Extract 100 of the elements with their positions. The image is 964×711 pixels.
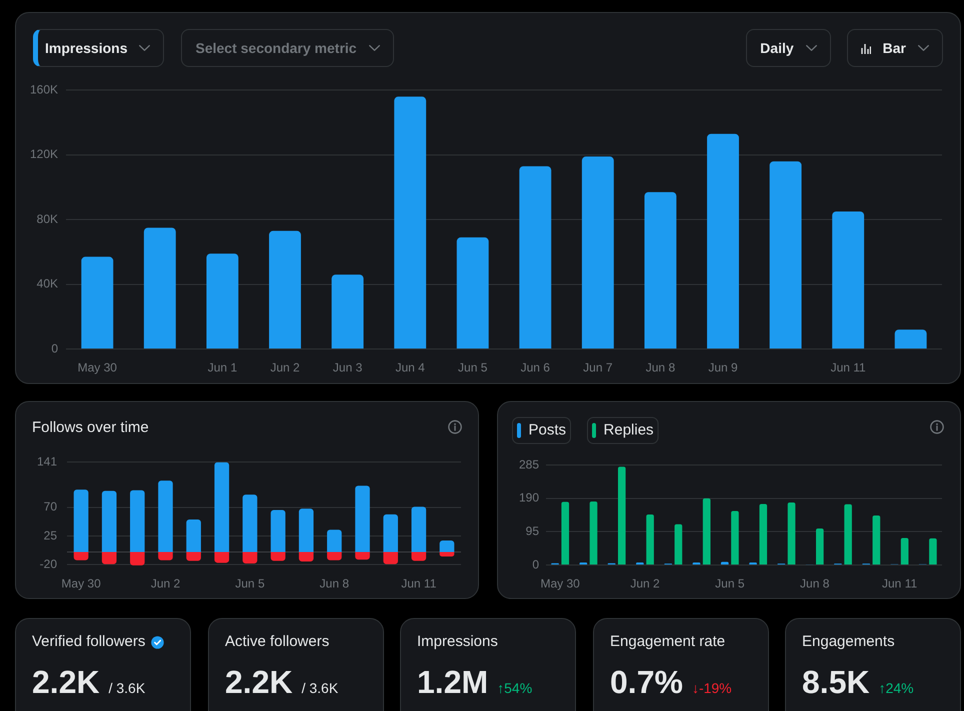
data-label: ↓-19% [692,680,732,696]
x-tick-label: Jun 5 [715,576,745,591]
stat-card: Impressions 1.2M ↑54% [400,618,576,711]
bar [130,552,145,566]
bar [590,501,598,564]
x-tick-label: Jun 11 [882,576,918,591]
y-tick-label: 0 [51,341,58,356]
legend-label: Replies [604,422,654,439]
bar [832,212,864,348]
y-tick-label: 95 [526,524,540,538]
bar [242,494,258,552]
bar [411,552,426,561]
dropdown[interactable]: Daily [746,29,831,67]
dropdown[interactable]: Impressions [33,29,164,67]
bar [383,514,398,552]
bar [844,504,852,564]
bar [440,540,454,552]
bar [644,192,676,348]
bar [770,161,802,348]
bar [327,552,342,560]
bar [206,254,238,348]
legend-label: Posts [528,422,566,439]
bar [144,228,176,348]
category-label: Engagements [802,633,895,651]
x-tick-label: Jun 2 [630,576,660,591]
bar [646,514,654,564]
y-tick-label: 160K [30,82,58,97]
bar [186,552,201,561]
bar [74,490,88,552]
y-tick-label: 70 [44,500,58,514]
bar [74,552,88,560]
bar [355,552,370,560]
dropdown[interactable]: Select secondary metric [181,29,394,67]
x-tick-label: Jun 8 [320,576,350,591]
data-label: ↑24% [878,680,914,696]
x-tick-label: Jun 2 [150,576,180,591]
bar [186,520,201,552]
bar [81,256,114,348]
bar [759,504,768,564]
y-tick-label: 80K [36,212,58,226]
y-tick-label: 40K [36,276,58,291]
bar [894,330,927,348]
y-tick-label: 141 [36,454,58,469]
bar [298,552,314,562]
bar [102,490,117,552]
category-label: Impressions [417,633,498,651]
bar [242,552,258,564]
bar [702,498,710,564]
y-tick-label: 0 [532,557,540,572]
x-tick-label: Jun 3 [332,360,363,375]
x-tick-label: May 30 [540,576,580,591]
bar [214,552,230,563]
bar [788,502,796,564]
y-tick-label: 285 [518,457,540,472]
x-tick-label: May 30 [78,360,118,375]
bar [440,552,454,556]
y-tick-label: 190 [518,490,540,505]
bar [270,510,286,552]
bar [332,274,364,348]
bar [561,502,570,564]
bar [269,230,301,348]
stat-card: Active followers 2.2K / 3.6K [208,618,384,711]
x-tick-label: Jun 8 [646,360,676,375]
stat-card: Engagements 8.5K ↑24% [785,618,961,711]
bar [618,466,626,564]
dropdown[interactable]: Bar [846,29,943,67]
y-tick-label: 25 [44,528,58,542]
bar [394,96,426,348]
bar [519,166,552,348]
stat-card: Engagement rate 0.7% ↓-19% [593,618,769,711]
x-tick-label: Jun 1 [208,360,238,375]
bar [130,490,145,552]
bar [582,156,614,348]
x-tick-label: May 30 [61,576,102,591]
bar [731,510,739,564]
bar [456,237,489,348]
bar [158,552,173,560]
chart-title: Follows over time [32,419,149,436]
bar [102,552,117,564]
bar [158,480,173,552]
x-tick-label: Jun 11 [830,360,866,375]
bar [355,486,370,552]
bar [929,538,937,564]
x-tick-label: Jun 6 [520,360,550,375]
bar [707,134,739,348]
category-label: Engagement rate [610,633,726,651]
category-label: Active followers [225,633,330,651]
x-tick-label: Jun 9 [708,360,738,375]
data-label: ↑54% [497,680,532,696]
bar [411,506,426,552]
x-tick-label: Jun 11 [401,576,437,591]
y-tick-label: -20 [40,557,58,572]
x-tick-label: Jun 2 [270,360,300,375]
x-tick-label: Jun 5 [235,576,265,591]
x-tick-label: Jun 5 [458,360,488,375]
chart-title: Impressions [45,40,128,56]
x-tick-label: Jun 4 [395,360,426,375]
bar [298,508,314,552]
bar [900,538,908,564]
y-tick-label: 120K [30,147,58,162]
